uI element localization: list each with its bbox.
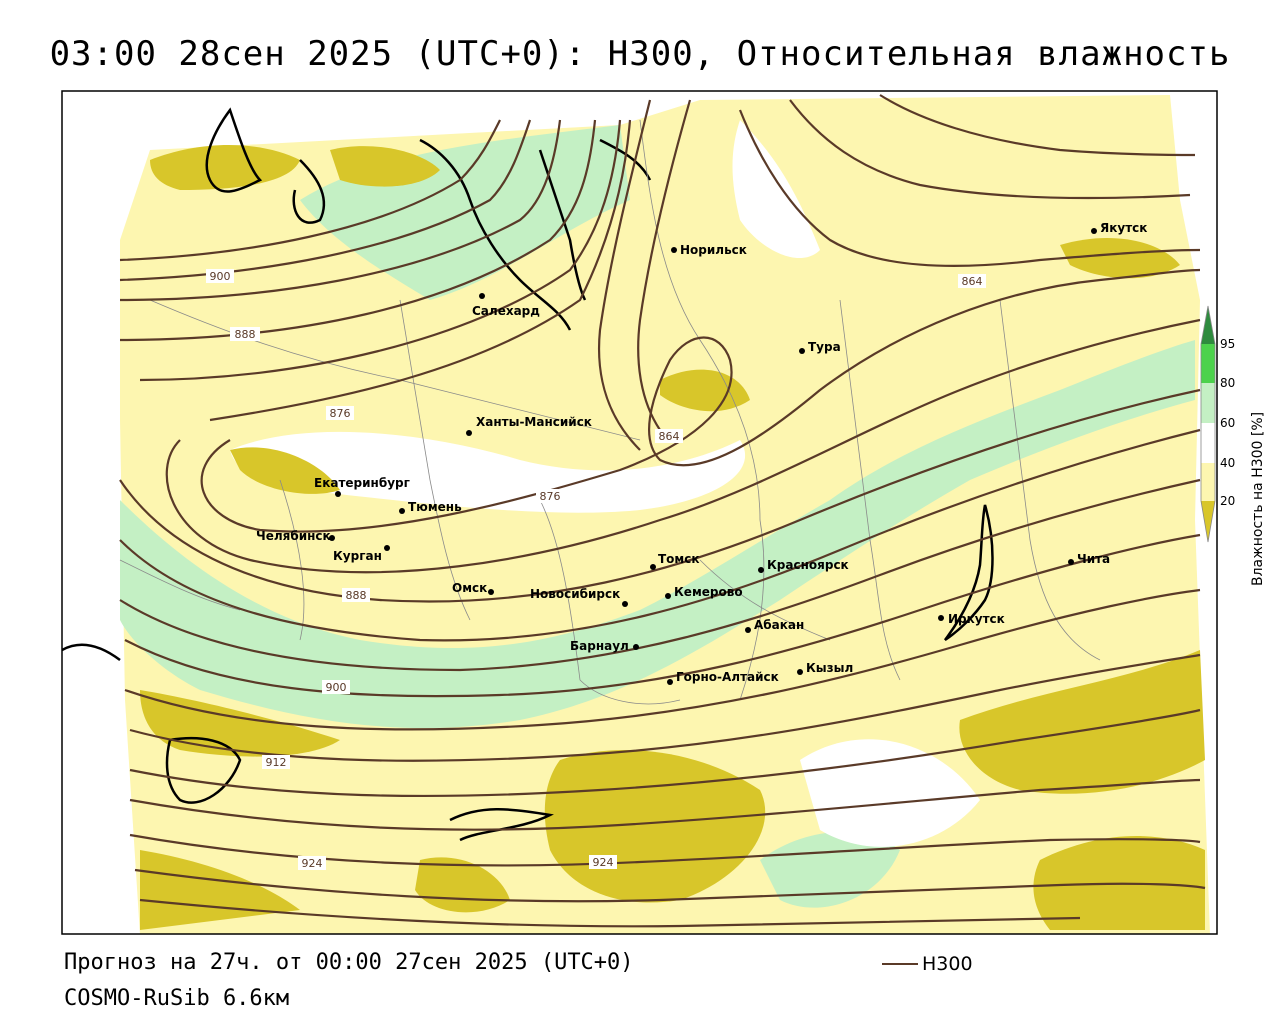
city-label-khanty-mansiysk: Ханты-Мансийск	[476, 415, 592, 429]
colorbar: 95 80 60 40 20 Влажность на H300 [%]	[1200, 305, 1266, 586]
colorbar-title: Влажность на H300 [%]	[1250, 412, 1266, 586]
isoline-label-864-a: 864	[659, 430, 680, 443]
city-label-abakan: Абакан	[754, 618, 804, 632]
city-label-tyumen: Тюмень	[408, 500, 462, 514]
city-label-tomsk: Томск	[658, 552, 700, 566]
isoline-label-888-b: 888	[346, 589, 367, 602]
city-label-irkutsk: Иркутск	[948, 612, 1005, 626]
city-label-yakutsk: Якутск	[1100, 221, 1147, 235]
colorbar-tick-80: 80	[1220, 376, 1235, 390]
city-label-kyzyl: Кызыл	[806, 661, 853, 675]
city-marker-novosibirsk	[622, 601, 628, 607]
h300-legend-line	[882, 963, 918, 965]
colorbar-segment-95	[1201, 306, 1215, 344]
city-marker-yakutsk	[1091, 228, 1097, 234]
admin-borders	[119, 119, 1101, 705]
isoline-label-900-b: 900	[326, 681, 347, 694]
city-marker-gorno-altaysk	[667, 679, 673, 685]
isoline-label-924-a: 924	[302, 857, 323, 870]
city-marker-irkutsk	[938, 615, 944, 621]
city-label-chita: Чита	[1077, 552, 1110, 566]
cities: Норильск Якутск Салехард Тура Ханты-Манс…	[256, 221, 1147, 685]
isoline-label-912: 912	[266, 756, 287, 769]
city-marker-tura	[799, 348, 805, 354]
isoline-label-864-b: 864	[962, 275, 983, 288]
city-label-barnaul: Барнаул	[570, 639, 629, 653]
isoline-label-888-a: 888	[235, 328, 256, 341]
forecast-info: Прогноз на 27ч. от 00:00 27сен 2025 (UTC…	[64, 950, 634, 975]
colorbar-tick-20: 20	[1220, 494, 1235, 508]
city-marker-tyumen	[399, 508, 405, 514]
city-label-omsk: Омск	[452, 581, 487, 595]
city-label-novosibirsk: Новосибирск	[530, 587, 620, 601]
colorbar-tick-40: 40	[1220, 456, 1235, 470]
city-label-kurgan: Курган	[333, 549, 382, 563]
colorbar-tick-95: 95	[1220, 337, 1235, 351]
colorbar-tick-60: 60	[1220, 416, 1235, 430]
colorbar-segment-20-40	[1201, 463, 1215, 501]
city-marker-omsk	[488, 589, 494, 595]
isoline-label-876-a: 876	[330, 407, 351, 420]
city-label-krasnoyarsk: Красноярск	[767, 558, 849, 572]
city-marker-krasnoyarsk	[758, 567, 764, 573]
colorbar-segment-80-95	[1201, 344, 1215, 383]
city-label-chelyabinsk: Челябинск	[256, 529, 331, 543]
city-label-yekaterinburg: Екатеринбург	[314, 476, 410, 490]
city-marker-yekaterinburg	[335, 491, 341, 497]
isoline-label-876-b: 876	[540, 490, 561, 503]
city-marker-kurgan	[384, 545, 390, 551]
map-frame	[61, 90, 1218, 935]
city-label-norilsk: Норильск	[680, 243, 747, 257]
city-marker-norilsk	[671, 247, 677, 253]
city-marker-abakan	[745, 627, 751, 633]
city-label-tura: Тура	[808, 340, 841, 354]
city-marker-chita	[1068, 559, 1074, 565]
isoline-label-900-a: 900	[210, 270, 231, 283]
model-name: COSMO-RuSib 6.6км	[64, 986, 290, 1011]
isoline-labels: 900 888 876 876 864 864 888 900 912 924 …	[206, 269, 986, 870]
city-marker-chelyabinsk	[329, 535, 335, 541]
city-marker-kyzyl	[797, 669, 803, 675]
colorbar-segment-60-80	[1201, 383, 1215, 423]
city-marker-kemerovo	[665, 593, 671, 599]
city-marker-barnaul	[633, 644, 639, 650]
city-marker-tomsk	[650, 564, 656, 570]
city-label-gorno-altaysk: Горно-Алтайск	[676, 670, 779, 684]
city-label-kemerovo: Кемерово	[674, 585, 743, 599]
colorbar-segment-0-20	[1201, 501, 1215, 542]
city-marker-khanty-mansiysk	[466, 430, 472, 436]
colorbar-outline	[1200, 305, 1216, 543]
h300-isolines	[119, 94, 1206, 928]
humidity-0-20-zones	[140, 145, 1205, 930]
city-marker-salekhard	[479, 293, 485, 299]
h300-legend-label: H300	[922, 953, 973, 975]
city-label-salekhard: Салехард	[472, 304, 540, 318]
colorbar-segment-40-60	[1201, 423, 1215, 463]
isoline-label-924-b: 924	[593, 856, 614, 869]
map-title: 03:00 28сен 2025 (UTC+0): H300, Относите…	[49, 34, 1231, 74]
